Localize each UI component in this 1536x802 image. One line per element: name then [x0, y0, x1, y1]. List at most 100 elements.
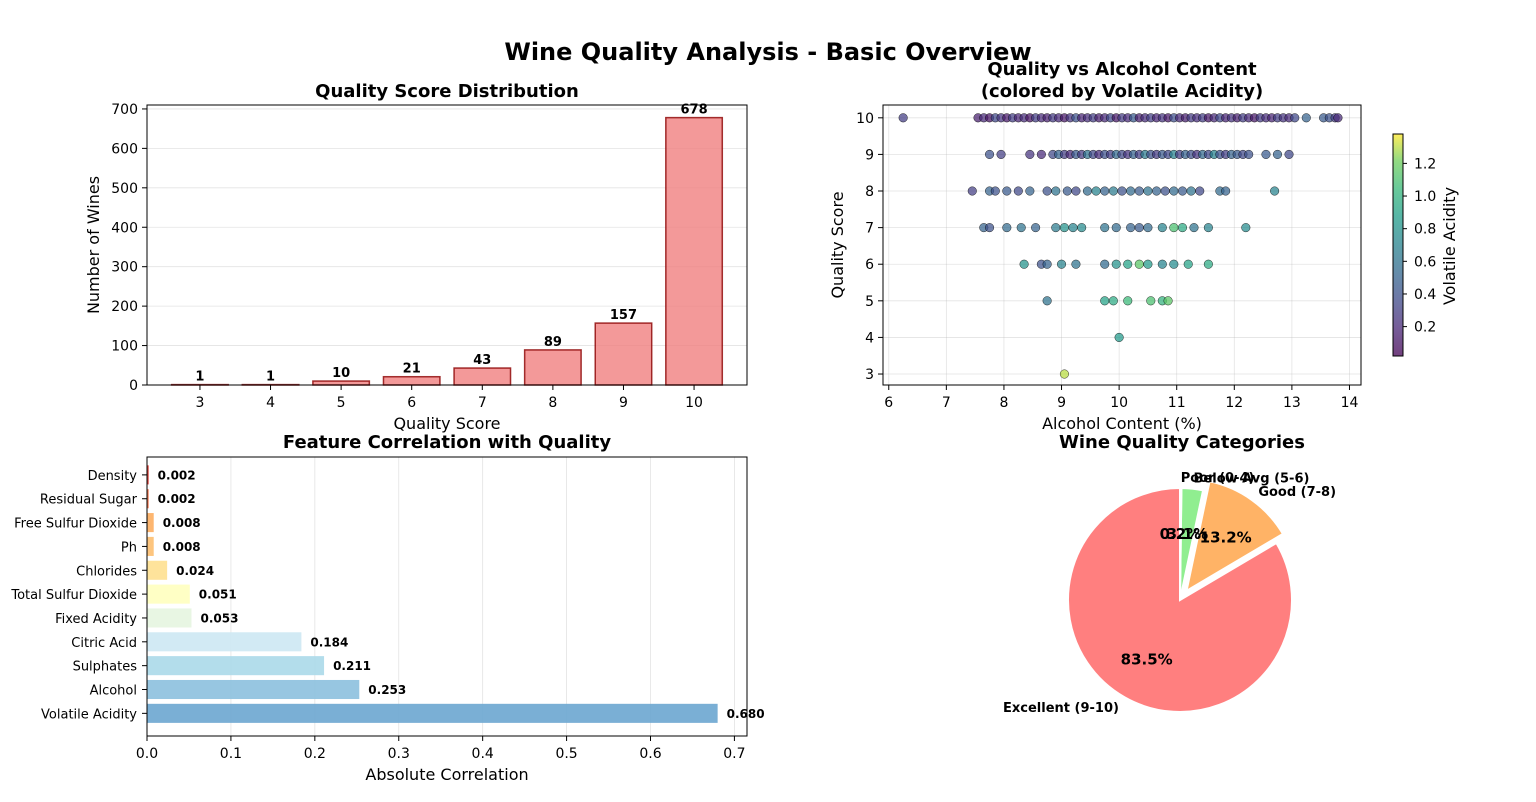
- scatter-point: [1056, 259, 1067, 269]
- scatter-point: [1290, 113, 1300, 123]
- scatter-point: [1077, 223, 1087, 233]
- y-tick-label: Fixed Acidity: [55, 612, 137, 627]
- pie-slice-percent: 83.5%: [1121, 650, 1173, 668]
- scatter-point: [1100, 296, 1110, 306]
- scatter-point: [1031, 223, 1041, 233]
- scatter-point: [1177, 223, 1188, 233]
- bar-value-label: 678: [680, 103, 707, 118]
- y-tick-label: 7: [865, 221, 874, 237]
- scatter-point: [1042, 259, 1052, 269]
- quality-vs-alcohol-chart: Quality vs Alcohol Content (colored by V…: [828, 59, 1459, 433]
- bar: [382, 375, 441, 386]
- bar: [147, 656, 325, 676]
- y-tick-label: 200: [111, 299, 138, 315]
- bar-value-label: 0.002: [158, 468, 196, 482]
- scatter-xlabel: Alcohol Content (%): [1042, 414, 1202, 433]
- scatter-point: [1284, 149, 1294, 159]
- scatter-point: [1195, 186, 1205, 196]
- scatter-point: [1143, 186, 1153, 196]
- feature-correlation-xlabel: Absolute Correlation: [365, 765, 528, 784]
- x-tick-label: 13: [1283, 395, 1301, 411]
- scatter-point: [984, 223, 995, 233]
- y-tick-label: Free Sulfur Dioxide: [14, 517, 137, 532]
- x-tick-label: 14: [1341, 395, 1359, 411]
- quality-categories-title: Wine Quality Categories: [1059, 432, 1305, 453]
- scatter-point: [1042, 296, 1052, 306]
- bar: [594, 322, 653, 386]
- quality-distribution-ylabel: Number of Wines: [84, 176, 103, 314]
- scatter-point: [1183, 259, 1193, 269]
- x-tick-label: 0.0: [136, 746, 158, 762]
- scatter-point: [1117, 186, 1127, 196]
- scatter-point: [1108, 296, 1118, 306]
- x-tick-label: 0.4: [472, 746, 494, 762]
- bar: [523, 349, 582, 386]
- pie-slice-percent: 0.2%: [1160, 525, 1202, 543]
- bar-value-label: 0.008: [163, 516, 201, 530]
- bar-value-label: 0.253: [368, 683, 406, 697]
- feature-correlation-title: Feature Correlation with Quality: [283, 432, 611, 453]
- scatter-point: [1270, 186, 1280, 196]
- y-tick-label: Alcohol: [90, 684, 137, 699]
- x-tick-label: 10: [1110, 395, 1128, 411]
- scatter-point: [1100, 259, 1110, 269]
- pie-slice-label: Below Avg (5-6): [1194, 472, 1310, 487]
- bar: [147, 513, 154, 533]
- bar-value-label: 0.053: [200, 611, 238, 625]
- scatter-point: [1082, 186, 1092, 196]
- scatter-point: [1123, 296, 1133, 306]
- y-tick-label: 3: [865, 367, 874, 383]
- pie-slice-label: Excellent (9-10): [1003, 701, 1119, 716]
- y-tick-label: 500: [111, 181, 138, 197]
- bar-value-label: 10: [332, 366, 350, 381]
- pie-slice: [1185, 480, 1285, 593]
- x-tick-label: 12: [1225, 395, 1243, 411]
- feature-correlation-chart: Feature Correlation with Quality 0.680 0.…: [10, 432, 764, 784]
- x-tick-label: 8: [548, 395, 557, 411]
- scatter-point: [1091, 186, 1101, 196]
- scatter-point: [1071, 259, 1081, 269]
- scatter-point: [1169, 259, 1179, 269]
- feature-correlation-frame: [146, 456, 748, 737]
- scatter-point: [1111, 259, 1121, 269]
- scatter-point: [1059, 369, 1069, 379]
- x-tick-label: 10: [685, 395, 703, 411]
- scatter-point: [1157, 223, 1167, 233]
- scatter-point: [1134, 259, 1144, 269]
- scatter-point: [1108, 186, 1118, 196]
- x-tick-label: 0.6: [639, 746, 661, 762]
- scatter-point: [1261, 149, 1271, 159]
- y-tick-label: 300: [111, 260, 138, 276]
- bar: [147, 703, 718, 723]
- scatter-point: [1111, 223, 1121, 233]
- scatter-point: [1114, 332, 1124, 342]
- scatter-point: [1203, 259, 1213, 269]
- y-tick-label: 600: [111, 141, 138, 157]
- bar: [147, 536, 154, 556]
- y-tick-label: 4: [865, 330, 874, 346]
- bar-value-label: 0.680: [727, 707, 765, 721]
- quality-distribution-title: Quality Score Distribution: [315, 81, 579, 102]
- pie-slice-label: Good (7-8): [1258, 485, 1336, 500]
- scatter-title-line1: Quality vs Alcohol Content: [987, 59, 1257, 80]
- bar: [147, 608, 192, 628]
- bar-value-label: 0.008: [163, 540, 201, 554]
- scatter-point: [1025, 149, 1035, 159]
- bar-value-label: 21: [403, 362, 421, 377]
- scatter-point: [1146, 296, 1156, 306]
- scatter-point: [1051, 186, 1061, 196]
- scatter-ylabel: Quality Score: [828, 191, 847, 298]
- y-tick-label: Sulphates: [73, 660, 138, 675]
- bar: [665, 116, 724, 386]
- scatter-point: [1189, 223, 1199, 233]
- y-tick-label: 5: [865, 294, 874, 310]
- y-tick-label: Chlorides: [76, 564, 137, 579]
- colorbar-frame: [1392, 133, 1404, 357]
- bar-value-label: 0.184: [310, 635, 348, 649]
- bar-value-label: 0.051: [199, 588, 237, 602]
- y-tick-label: 100: [111, 339, 138, 355]
- y-tick-label: Volatile Acidity: [41, 707, 137, 722]
- y-tick-label: 9: [865, 147, 874, 163]
- scatter-point: [1068, 223, 1078, 233]
